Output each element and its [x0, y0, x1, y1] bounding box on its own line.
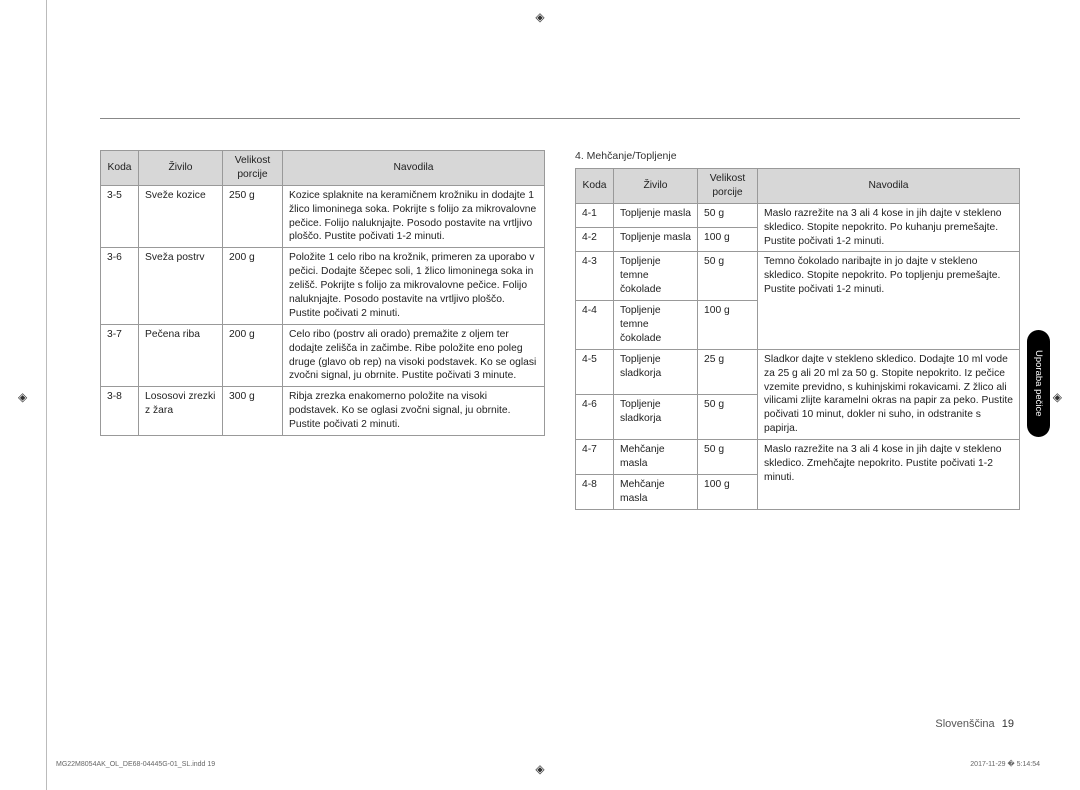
footer-right: Slovenščina 19 [935, 718, 1014, 730]
cell-code: 4-5 [576, 349, 614, 394]
print-filename: MG22M8054AK_OL_DE68-04445G-01_SL.indd 19 [56, 761, 215, 768]
cell-food: Topljenje masla [614, 203, 698, 227]
section-tab: Uporaba pečice [1027, 330, 1050, 437]
cell-code: 4-4 [576, 301, 614, 350]
cell-food: Topljenje sladkorja [614, 394, 698, 439]
th-food: Živilo [614, 169, 698, 204]
cell-instr: Položite 1 celo ribo na krožnik, primere… [283, 248, 545, 324]
cell-food: Sveža postrv [139, 248, 223, 324]
table-row: 4-5Topljenje sladkorja25 gSladkor dajte … [576, 349, 1020, 394]
cell-size: 50 g [698, 203, 758, 227]
cell-size: 25 g [698, 349, 758, 394]
cell-food: Mehčanje masla [614, 474, 698, 509]
cell-size: 200 g [223, 248, 283, 324]
cell-size: 250 g [223, 185, 283, 248]
th-size: Velikost porcije [698, 169, 758, 204]
cell-size: 100 g [698, 301, 758, 350]
cell-code: 4-1 [576, 203, 614, 227]
cell-instr: Celo ribo (postrv ali orado) premažite z… [283, 324, 545, 387]
cell-size: 50 g [698, 440, 758, 475]
cell-size: 200 g [223, 324, 283, 387]
page-number: 19 [1002, 718, 1014, 730]
cell-food: Topljenje temne čokolade [614, 252, 698, 301]
cell-instr: Ribja zrezka enakomerno položite na viso… [283, 387, 545, 436]
food-table-1: Koda Živilo Velikost porcije Navodila 3-… [100, 150, 545, 436]
registration-mark-left: ◈ [18, 390, 27, 404]
cell-code: 4-6 [576, 394, 614, 439]
th-instr: Navodila [283, 151, 545, 186]
food-table-2: Koda Živilo Velikost porcije Navodila 4-… [575, 168, 1020, 510]
table-row: 3-8Lososovi zrezki z žara300 gRibja zrez… [101, 387, 545, 436]
crop-mark [46, 0, 47, 790]
cell-food: Pečena riba [139, 324, 223, 387]
print-timestamp: 2017-11-29 � 5:14:54 [970, 760, 1040, 768]
cell-size: 100 g [698, 474, 758, 509]
cell-code: 3-5 [101, 185, 139, 248]
cell-code: 4-3 [576, 252, 614, 301]
table-row: 4-7Mehčanje masla50 gMaslo razrežite na … [576, 440, 1020, 475]
cell-food: Mehčanje masla [614, 440, 698, 475]
top-rule [100, 118, 1020, 119]
cell-code: 3-6 [101, 248, 139, 324]
table-row: 4-3Topljenje temne čokolade50 gTemno čok… [576, 252, 1020, 301]
cell-code: 4-2 [576, 228, 614, 252]
cell-food: Topljenje temne čokolade [614, 301, 698, 350]
registration-mark-right: ◈ [1053, 390, 1062, 404]
cell-code: 3-8 [101, 387, 139, 436]
th-code: Koda [576, 169, 614, 204]
cell-food: Sveže kozice [139, 185, 223, 248]
cell-code: 4-7 [576, 440, 614, 475]
table-row: 3-5Sveže kozice250 gKozice splaknite na … [101, 185, 545, 248]
cell-food: Topljenje masla [614, 228, 698, 252]
cell-instr: Maslo razrežite na 3 ali 4 kose in jih d… [758, 440, 1020, 510]
section-title: 4. Mehčanje/Topljenje [575, 120, 1020, 162]
th-size: Velikost porcije [223, 151, 283, 186]
cell-size: 300 g [223, 387, 283, 436]
right-column: 4. Mehčanje/Topljenje Koda Živilo Veliko… [575, 120, 1020, 510]
table-row: 3-7Pečena riba200 gCelo ribo (postrv ali… [101, 324, 545, 387]
table-row: 4-1Topljenje masla50 gMaslo razrežite na… [576, 203, 1020, 227]
left-column: Koda Živilo Velikost porcije Navodila 3-… [100, 120, 545, 510]
th-instr: Navodila [758, 169, 1020, 204]
th-food: Živilo [139, 151, 223, 186]
registration-mark-top: ◈ [535, 10, 544, 24]
cell-food: Lososovi zrezki z žara [139, 387, 223, 436]
cell-size: 100 g [698, 228, 758, 252]
cell-instr: Kozice splaknite na keramičnem krožniku … [283, 185, 545, 248]
registration-mark-bottom: ◈ [535, 762, 544, 776]
cell-instr: Sladkor dajte v stekleno skledico. Dodaj… [758, 349, 1020, 439]
cell-food: Topljenje sladkorja [614, 349, 698, 394]
cell-size: 50 g [698, 252, 758, 301]
cell-code: 3-7 [101, 324, 139, 387]
cell-instr: Maslo razrežite na 3 ali 4 kose in jih d… [758, 203, 1020, 252]
page-content: Koda Živilo Velikost porcije Navodila 3-… [100, 120, 1020, 510]
th-code: Koda [101, 151, 139, 186]
footer-lang: Slovenščina [935, 718, 994, 730]
cell-size: 50 g [698, 394, 758, 439]
cell-instr: Temno čokolado naribajte in jo dajte v s… [758, 252, 1020, 349]
cell-code: 4-8 [576, 474, 614, 509]
table-row: 3-6Sveža postrv200 gPoložite 1 celo ribo… [101, 248, 545, 324]
